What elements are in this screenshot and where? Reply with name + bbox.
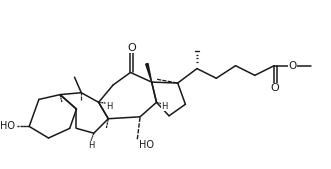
Text: O: O (271, 83, 279, 93)
Text: HO: HO (0, 122, 15, 131)
Polygon shape (146, 64, 152, 82)
Text: H: H (106, 102, 113, 111)
Text: O: O (127, 43, 136, 53)
Text: H: H (88, 141, 94, 150)
Text: H: H (161, 102, 167, 111)
Text: HO: HO (139, 140, 154, 150)
Text: O: O (288, 61, 297, 71)
